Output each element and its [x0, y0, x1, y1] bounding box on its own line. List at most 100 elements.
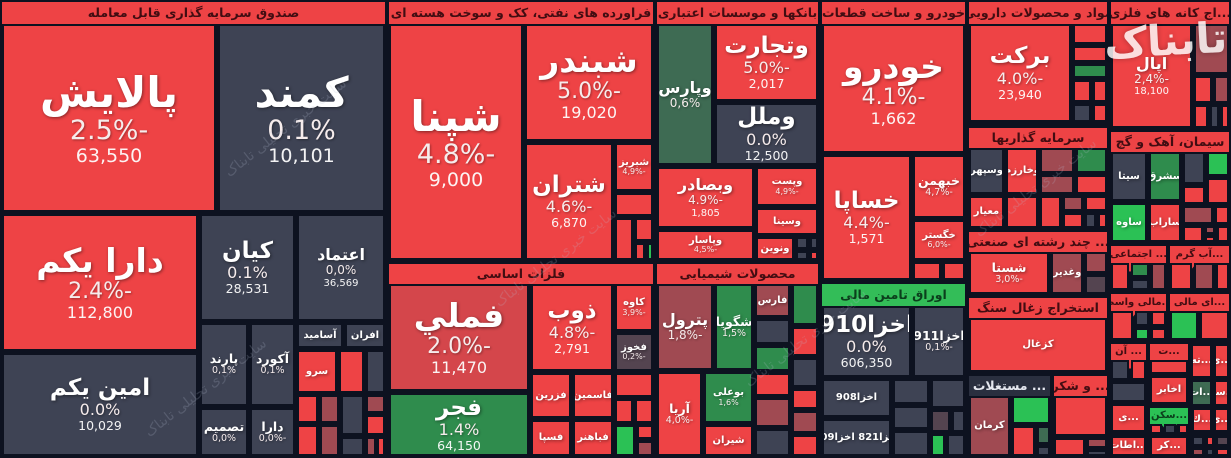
treemap-cell[interactable]: خودرو -4.1% 1,662 [822, 24, 965, 153]
treemap-mosaic-cell[interactable] [1150, 360, 1188, 374]
treemap-mosaic-cell[interactable] [755, 319, 790, 344]
sector-header[interactable]: ...آب گرم [1170, 246, 1229, 263]
treemap-cell[interactable]: ...کر [1150, 436, 1188, 456]
treemap-mosaic-cell[interactable] [1206, 436, 1214, 446]
treemap-mosaic-cell[interactable] [1151, 263, 1166, 290]
treemap-cell[interactable]: کمند 0.1% 10,101 [218, 24, 385, 212]
treemap-mosaic-cell[interactable] [1093, 80, 1107, 102]
treemap-mosaic-cell[interactable] [1098, 213, 1107, 228]
treemap-mosaic-cell[interactable] [635, 218, 653, 241]
treemap-cell[interactable]: اخزا911 -0,1% [913, 306, 965, 377]
treemap-cell[interactable]: فسپا [531, 420, 571, 456]
treemap-mosaic-cell[interactable] [931, 379, 965, 408]
treemap-cell[interactable]: وملل 0.0% 12,500 [715, 103, 818, 165]
treemap-mosaic-cell[interactable] [615, 218, 633, 260]
treemap-cell[interactable]: ...ته [1191, 344, 1212, 378]
treemap-mosaic-cell[interactable] [913, 262, 941, 280]
treemap-cell[interactable]: اخزا908 [822, 379, 891, 417]
sector-header[interactable]: سرمایه گذاریها [969, 128, 1107, 148]
treemap-cell[interactable]: سشرق [1149, 152, 1181, 201]
treemap-mosaic-cell[interactable] [1207, 178, 1229, 204]
treemap-mosaic-cell[interactable] [1151, 328, 1166, 340]
treemap-mosaic-cell[interactable] [637, 441, 653, 456]
treemap-mosaic-cell[interactable] [1192, 436, 1204, 446]
treemap-mosaic-cell[interactable] [1037, 426, 1050, 444]
treemap-mosaic-cell[interactable] [796, 251, 808, 260]
treemap-mosaic-cell[interactable] [1111, 360, 1129, 380]
treemap-cell[interactable]: وپاسار -4,5% [657, 230, 754, 260]
treemap-mosaic-cell[interactable] [1040, 196, 1061, 228]
treemap-mosaic-cell[interactable] [1183, 226, 1203, 242]
treemap-cell[interactable]: فاسمین [573, 373, 613, 418]
treemap-cell[interactable]: وسپهر [969, 148, 1004, 194]
treemap-cell[interactable]: فملي -2.0% 11,470 [389, 284, 529, 391]
treemap-mosaic-cell[interactable] [320, 395, 339, 423]
treemap-mosaic-cell[interactable] [1063, 213, 1083, 228]
treemap-mosaic-cell[interactable] [1194, 105, 1208, 128]
treemap-cell[interactable]: شبریز -4,9% [615, 143, 653, 191]
treemap-cell[interactable]: سرو [297, 350, 337, 393]
treemap-mosaic-cell[interactable] [377, 437, 385, 456]
treemap-mosaic-cell[interactable] [1216, 448, 1229, 456]
treemap-cell[interactable]: پارند 0,1% [200, 323, 248, 406]
sector-header[interactable]: بانکها و موسسات اعتباری [657, 2, 818, 24]
treemap-mosaic-cell[interactable] [366, 437, 376, 456]
treemap-cell[interactable]: افران [345, 323, 385, 348]
treemap-mosaic-cell[interactable] [1063, 196, 1083, 211]
treemap-cell[interactable]: ...ات [1191, 380, 1212, 406]
sector-header[interactable]: صندوق سرمایه گذاری قابل معامله [2, 2, 385, 24]
sector-header[interactable]: مواد و محصولات دارویی [969, 2, 1107, 24]
treemap-cell[interactable]: ...اطات [1111, 436, 1146, 456]
treemap-mosaic-cell[interactable] [1076, 148, 1107, 173]
treemap-cell[interactable]: وسینا [756, 208, 818, 235]
treemap-cell[interactable]: ساراب [1149, 203, 1181, 242]
treemap-cell[interactable]: دارا -0,0% [250, 408, 295, 456]
treemap-cell[interactable]: شگویا 1,5% [715, 284, 753, 370]
treemap-cell[interactable]: آکورد 0,1% [250, 323, 295, 406]
treemap-mosaic-cell[interactable] [1085, 275, 1107, 294]
treemap-cell[interactable]: شتران -4.6% 6,870 [525, 143, 613, 260]
treemap-mosaic-cell[interactable] [615, 193, 653, 216]
sector-header[interactable]: ... و شکر [1054, 376, 1107, 396]
sector-header[interactable]: اوراق تامین مالی [822, 284, 965, 306]
treemap-mosaic-cell[interactable] [1054, 396, 1107, 436]
treemap-mosaic-cell[interactable] [320, 425, 339, 456]
treemap-cell[interactable]: شپنا -4.8% 9,000 [389, 24, 523, 260]
treemap-mosaic-cell[interactable] [755, 373, 790, 396]
treemap-mosaic-cell[interactable] [755, 429, 790, 456]
treemap-cell[interactable]: شیران [704, 425, 753, 456]
treemap-cell[interactable]: معیار [969, 196, 1004, 228]
treemap-mosaic-cell[interactable] [893, 431, 929, 456]
treemap-mosaic-cell[interactable] [1087, 438, 1107, 448]
treemap-mosaic-cell[interactable] [1073, 80, 1091, 102]
treemap-mosaic-cell[interactable] [1111, 263, 1129, 290]
treemap-mosaic-cell[interactable] [1111, 382, 1146, 402]
treemap-cell[interactable]: فزرین [531, 373, 571, 418]
sector-header[interactable]: ...ت [1150, 344, 1188, 360]
treemap-mosaic-cell[interactable] [943, 262, 965, 280]
treemap-cell[interactable]: وپست -4,9% [756, 167, 818, 206]
treemap-cell[interactable]: ...ك [1192, 408, 1212, 432]
treemap-cell[interactable]: ساوه [1111, 203, 1147, 242]
treemap-mosaic-cell[interactable] [297, 395, 318, 423]
treemap-cell[interactable]: تصمیم 0,0% [200, 408, 248, 456]
treemap-mosaic-cell[interactable] [1170, 311, 1198, 340]
treemap-cell[interactable]: ...ی [1214, 408, 1229, 432]
treemap-mosaic-cell[interactable] [341, 395, 364, 435]
treemap-mosaic-cell[interactable] [1073, 64, 1107, 78]
treemap-mosaic-cell[interactable] [1206, 448, 1214, 456]
treemap-mosaic-cell[interactable] [1131, 263, 1149, 277]
treemap-mosaic-cell[interactable] [792, 284, 818, 325]
treemap-mosaic-cell[interactable] [366, 415, 385, 435]
sector-header[interactable]: ...سکن [1150, 408, 1188, 424]
treemap-cell[interactable]: فارس [755, 284, 790, 317]
treemap-mosaic-cell[interactable] [893, 406, 929, 429]
treemap-mosaic-cell[interactable] [1085, 252, 1107, 273]
treemap-mosaic-cell[interactable] [1215, 206, 1229, 224]
treemap-mosaic-cell[interactable] [1006, 196, 1038, 228]
treemap-mosaic-cell[interactable] [1093, 104, 1107, 122]
treemap-mosaic-cell[interactable] [893, 379, 929, 404]
treemap-cell[interactable]: کیان 0.1% 28,531 [200, 214, 295, 321]
treemap-mosaic-cell[interactable] [635, 243, 645, 260]
treemap-cell[interactable]: اعتماد 0,0% 36,569 [297, 214, 385, 321]
